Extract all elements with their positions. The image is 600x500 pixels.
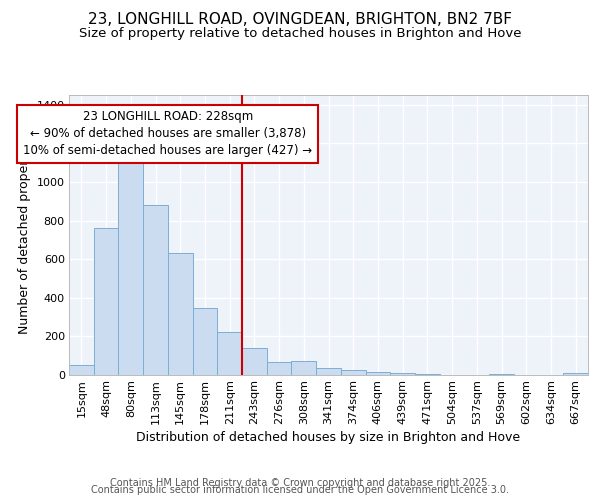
Bar [292, 362, 316, 375]
Text: Size of property relative to detached houses in Brighton and Hove: Size of property relative to detached ho… [79, 28, 521, 40]
Text: 23 LONGHILL ROAD: 228sqm
← 90% of detached houses are smaller (3,878)
10% of sem: 23 LONGHILL ROAD: 228sqm ← 90% of detach… [23, 110, 313, 158]
Bar [217, 332, 242, 375]
Bar [168, 254, 193, 375]
Bar [390, 373, 415, 375]
Bar [193, 308, 217, 375]
Y-axis label: Number of detached properties: Number of detached properties [18, 136, 31, 334]
Bar [415, 374, 440, 375]
Text: Contains HM Land Registry data © Crown copyright and database right 2025.: Contains HM Land Registry data © Crown c… [110, 478, 490, 488]
Bar [94, 228, 118, 375]
Text: Contains public sector information licensed under the Open Government Licence 3.: Contains public sector information licen… [91, 485, 509, 495]
Bar [563, 374, 588, 375]
Bar [267, 362, 292, 375]
Bar [143, 205, 168, 375]
Bar [365, 372, 390, 375]
Bar [316, 368, 341, 375]
Bar [489, 374, 514, 375]
Bar [341, 370, 365, 375]
Text: 23, LONGHILL ROAD, OVINGDEAN, BRIGHTON, BN2 7BF: 23, LONGHILL ROAD, OVINGDEAN, BRIGHTON, … [88, 12, 512, 28]
Bar [69, 366, 94, 375]
X-axis label: Distribution of detached houses by size in Brighton and Hove: Distribution of detached houses by size … [136, 431, 521, 444]
Bar [242, 348, 267, 375]
Bar [118, 162, 143, 375]
